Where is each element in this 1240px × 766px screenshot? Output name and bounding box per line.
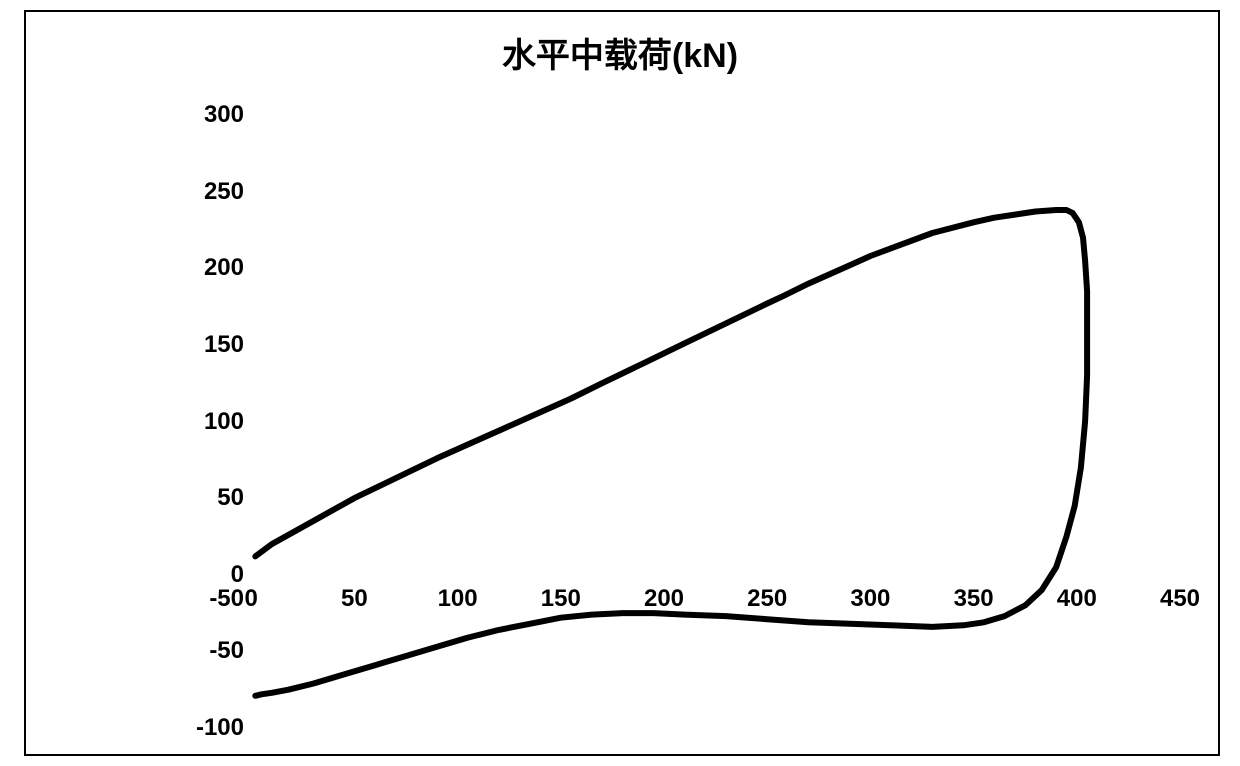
x-tick-label: 300 — [840, 585, 900, 613]
y-tick-label: 150 — [154, 331, 244, 359]
x-tick-label: 150 — [531, 585, 591, 613]
y-tick-label: 300 — [154, 101, 244, 129]
x-tick-label: 400 — [1047, 585, 1107, 613]
x-tick-label: 50 — [324, 585, 384, 613]
y-tick-label: 200 — [154, 254, 244, 282]
series-path — [255, 210, 1087, 696]
x-tick-label: 350 — [944, 585, 1004, 613]
y-tick-label: -100 — [154, 714, 244, 742]
x-tick-label: 450 — [1150, 585, 1210, 613]
y-tick-label: 50 — [154, 484, 244, 512]
y-tick-label: -50 — [154, 637, 244, 665]
x-tick-label: 0 — [221, 585, 281, 613]
y-tick-label: 100 — [154, 408, 244, 436]
x-tick-label: 250 — [737, 585, 797, 613]
y-tick-label: 250 — [154, 178, 244, 206]
x-tick-label: 200 — [634, 585, 694, 613]
x-tick-label: 100 — [428, 585, 488, 613]
